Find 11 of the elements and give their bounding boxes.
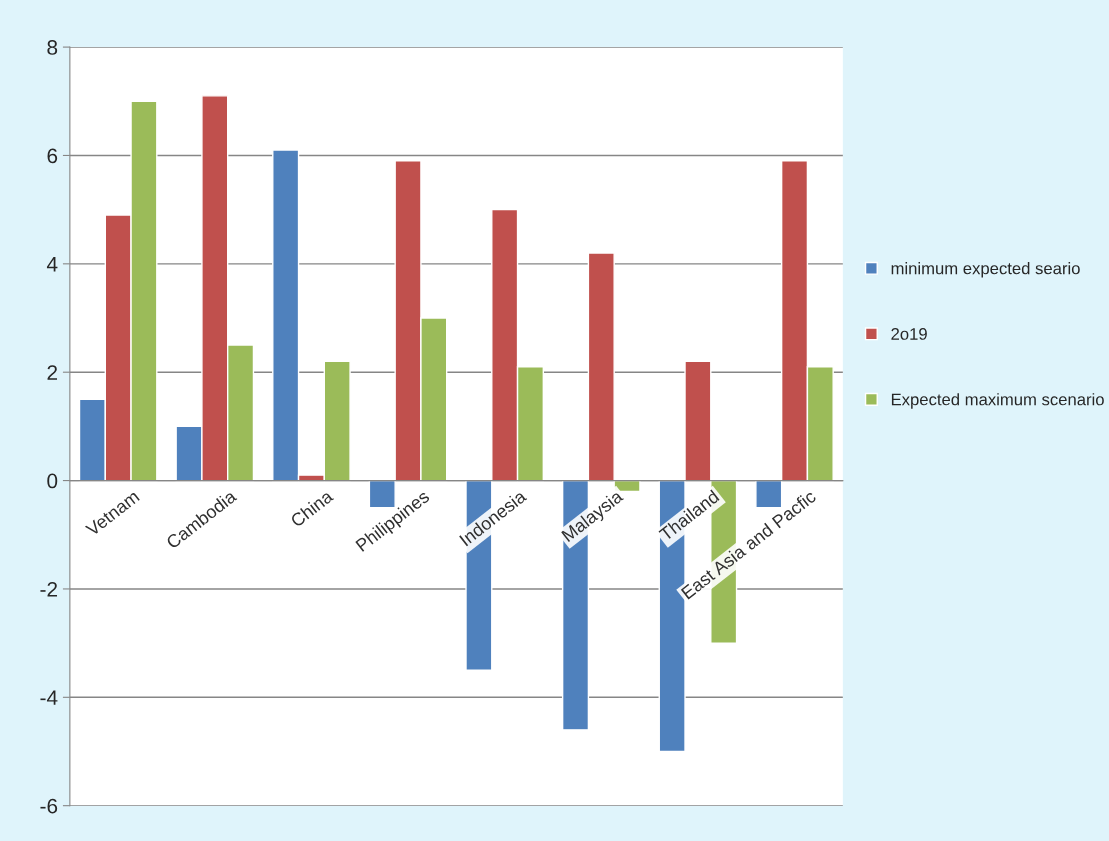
y-tick-label: 6 xyxy=(47,148,58,164)
legend-label: minimum expected seario xyxy=(891,262,1080,278)
y-tick-label: 0 xyxy=(47,473,58,489)
y-tick-label: 2 xyxy=(47,365,58,380)
y-tick-label: -6 xyxy=(40,798,58,814)
legend-label: Expected maximum scenario xyxy=(891,393,1104,409)
y-tick-label: -4 xyxy=(40,690,58,705)
legend-label: 2o19 xyxy=(891,328,927,340)
y-tick-label: 8 xyxy=(47,40,58,55)
y-tick-label: 4 xyxy=(46,257,58,272)
y-tick-label: -2 xyxy=(40,581,58,597)
